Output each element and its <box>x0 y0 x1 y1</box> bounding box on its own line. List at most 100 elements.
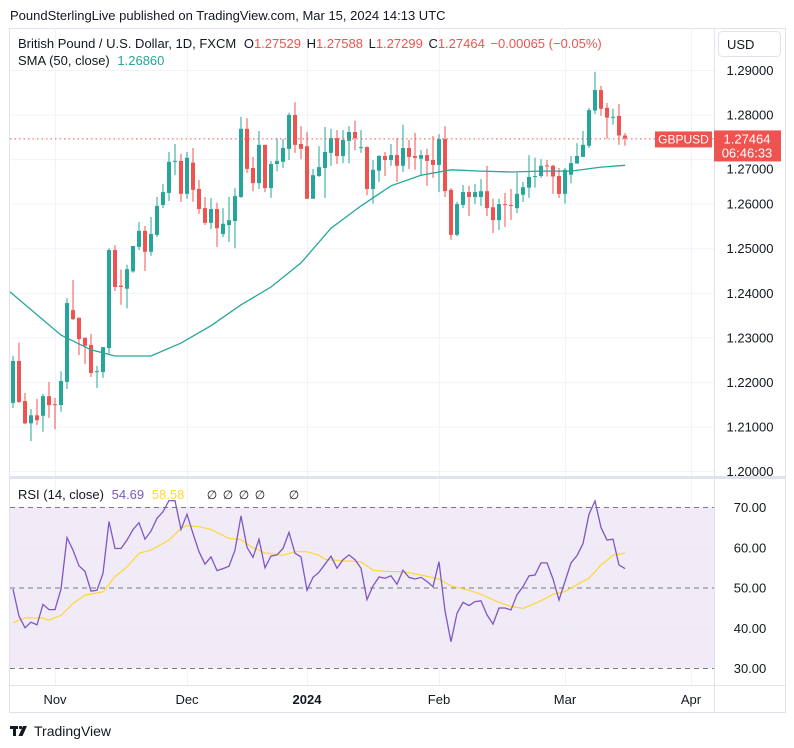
tradingview-logo[interactable]: TradingView <box>10 723 112 739</box>
candle-body <box>215 209 219 229</box>
candle <box>365 146 369 196</box>
price-tick-label: 1.24000 <box>727 286 774 301</box>
candle-body <box>53 404 57 406</box>
candle <box>383 151 387 177</box>
candle-body <box>599 90 603 109</box>
candle-body <box>275 160 279 165</box>
candle <box>35 398 39 426</box>
candle-body <box>587 110 591 146</box>
candle <box>263 144 267 193</box>
candle-body <box>161 192 165 206</box>
candle <box>491 198 495 234</box>
price-tick-label: 1.25000 <box>727 241 774 256</box>
hidden-value-icon: ∅ <box>207 488 217 502</box>
candle <box>623 132 627 146</box>
candle <box>269 160 273 198</box>
candle <box>533 157 537 188</box>
candle-body <box>455 204 459 235</box>
candle <box>197 180 201 214</box>
rsi-axis[interactable]: 70.00 60.00 50.00 40.00 30.00 <box>734 500 767 676</box>
symbol-tag-label: GBPUSD <box>658 132 709 146</box>
candle-body <box>515 193 519 209</box>
candle <box>83 337 87 365</box>
candle-body <box>569 163 573 175</box>
candle-body <box>263 144 267 189</box>
candle <box>131 245 135 273</box>
candle <box>353 120 357 151</box>
candle-body <box>365 147 369 189</box>
time-tick-label: Nov <box>43 692 67 707</box>
rsi-value: 54.69 <box>112 487 145 502</box>
candle-body <box>251 168 255 184</box>
price-tick-label: 1.29000 <box>727 63 774 78</box>
candle <box>257 131 261 189</box>
candle-body <box>467 192 471 197</box>
time-tick-label: Dec <box>175 692 199 707</box>
candle-body <box>185 157 189 194</box>
sma-legend[interactable]: SMA (50, close) 1.26860 <box>18 53 164 68</box>
candles <box>11 71 627 442</box>
candle-body <box>335 138 339 156</box>
candle <box>341 130 345 164</box>
candle-body <box>35 415 39 421</box>
candle <box>293 102 297 153</box>
symbol-tag: GBPUSD <box>655 131 712 148</box>
time-tick-label: 2024 <box>293 692 323 707</box>
candle <box>431 135 435 178</box>
candle-body <box>605 107 609 118</box>
symbol-legend[interactable]: British Pound / U.S. Dollar, 1D, FXCM O1… <box>18 36 602 51</box>
candle-body <box>83 337 87 346</box>
price-axis[interactable]: 1.29000 1.28000 1.27000 1.26000 1.25000 1.240… <box>727 63 774 479</box>
candle-body <box>47 396 51 406</box>
candle <box>305 131 309 199</box>
candle-body <box>497 204 501 221</box>
candle-body <box>461 192 465 206</box>
tradingview-brand: TradingView <box>34 723 112 739</box>
candle <box>299 126 303 160</box>
candle-body <box>89 344 93 373</box>
candle <box>191 147 195 202</box>
candle <box>137 221 141 251</box>
candle-body <box>209 209 213 223</box>
candle-body <box>77 317 81 340</box>
candle-body <box>491 207 495 221</box>
candle <box>11 356 15 409</box>
candle-body <box>173 160 177 162</box>
open-value: 1.27529 <box>254 36 301 51</box>
symbol-description: British Pound / U.S. Dollar, 1D, FXCM <box>18 36 236 51</box>
candle-body <box>521 187 525 195</box>
candle <box>437 134 441 193</box>
candle-body <box>155 205 159 235</box>
sma-line <box>9 164 626 357</box>
time-axis[interactable]: Nov Dec 2024 Feb Mar Apr <box>43 692 701 707</box>
candle <box>23 393 27 425</box>
candle-body <box>281 147 285 162</box>
candle <box>17 342 21 403</box>
candle <box>287 112 291 161</box>
candle-body <box>17 360 21 402</box>
low-value: 1.27299 <box>376 36 423 51</box>
candle <box>149 217 153 256</box>
candle-body <box>389 155 393 161</box>
candle <box>65 298 69 390</box>
candle <box>311 168 315 199</box>
hidden-value-icon: ∅ <box>239 488 249 502</box>
candle <box>113 245 117 291</box>
candle-body <box>443 139 447 192</box>
candle-body <box>581 144 585 157</box>
candle-body <box>329 138 333 153</box>
candle <box>155 196 159 238</box>
candle <box>203 196 207 226</box>
currency-button[interactable]: USD <box>718 31 781 57</box>
price-tick-label: 1.22000 <box>727 375 774 390</box>
candle <box>359 130 363 153</box>
candle <box>233 188 237 249</box>
candle <box>521 181 525 202</box>
price-tick-label: 1.20000 <box>727 464 774 479</box>
rsi-legend[interactable]: RSI (14, close) 54.69 58.58 <box>18 487 184 502</box>
candle-body <box>593 90 597 111</box>
candle <box>479 179 483 206</box>
candle-body <box>203 208 207 223</box>
candle-body <box>287 115 291 149</box>
